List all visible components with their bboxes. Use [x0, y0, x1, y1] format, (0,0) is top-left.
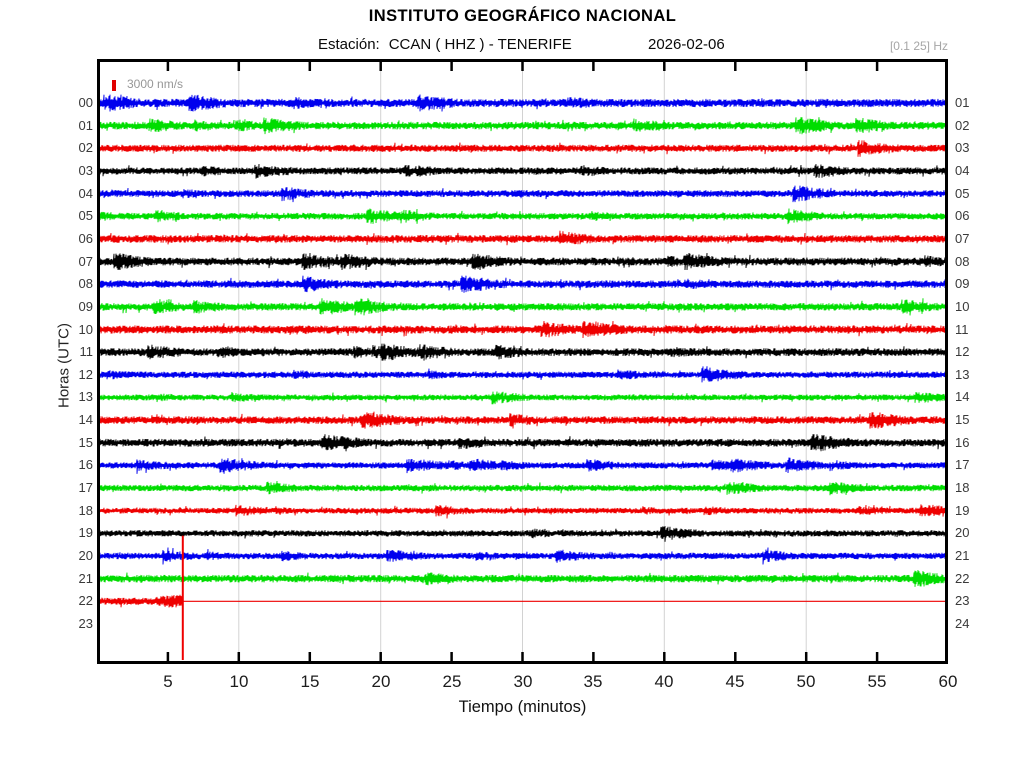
trace-hour-04	[97, 185, 948, 203]
hour-label-left-20: 20	[78, 548, 93, 563]
x-tick-label-25: 25	[442, 672, 462, 691]
hour-label-right-04: 04	[955, 163, 970, 178]
station-line: Estación: CCAN ( HHZ ) - TENERIFE	[318, 36, 572, 53]
trace-hour-10	[97, 320, 948, 339]
trace-hour-01	[97, 117, 948, 135]
hour-label-right-22: 22	[955, 571, 970, 586]
hour-label-right-14: 14	[955, 389, 970, 404]
scale-bar-label: 3000 nm/s	[127, 77, 184, 91]
plot-border	[97, 59, 948, 664]
hour-label-left-13: 13	[78, 389, 93, 404]
filter-band-label: [0.1 25] Hz	[889, 39, 948, 53]
hour-label-left-00: 00	[78, 95, 93, 110]
trace-hour-14	[97, 411, 948, 429]
x-tick-label-60: 60	[938, 672, 958, 691]
x-tick-label-20: 20	[371, 672, 391, 691]
hour-label-right-09: 09	[955, 276, 970, 291]
trace-hour-12	[97, 366, 948, 383]
scale-bar-icon	[112, 80, 116, 91]
station-label: Estación:	[318, 36, 380, 53]
trace-hour-03	[97, 163, 948, 179]
hour-label-right-11: 11	[955, 322, 969, 337]
hour-label-right-12: 12	[955, 344, 970, 359]
trace-hour-15	[97, 434, 948, 452]
hour-label-right-21: 21	[955, 548, 970, 563]
trace-hour-09	[97, 298, 948, 316]
hour-label-left-03: 03	[78, 163, 93, 178]
hour-label-right-23: 23	[955, 593, 970, 608]
hour-label-left-23: 23	[78, 616, 93, 631]
page-title: INSTITUTO GEOGRÁFICO NACIONAL	[368, 7, 677, 25]
hour-label-right-15: 15	[955, 412, 970, 427]
x-tick-label-50: 50	[796, 672, 816, 691]
hour-label-left-07: 07	[78, 254, 93, 269]
hour-label-left-08: 08	[78, 276, 93, 291]
hour-label-left-01: 01	[78, 118, 93, 133]
x-tick-label-5: 5	[163, 672, 173, 691]
hour-label-left-15: 15	[78, 435, 93, 450]
trace-hour-11	[97, 343, 948, 361]
hour-label-right-17: 17	[955, 457, 970, 472]
hour-label-left-04: 04	[78, 186, 93, 201]
hour-label-left-02: 02	[78, 140, 93, 155]
hour-label-left-06: 06	[78, 231, 93, 246]
trace-hour-00	[97, 94, 948, 112]
hour-label-left-05: 05	[78, 208, 93, 223]
x-tick-label-10: 10	[229, 672, 249, 691]
hour-label-right-16: 16	[955, 435, 970, 450]
trace-hour-22	[97, 594, 183, 608]
trace-hour-19	[97, 525, 948, 542]
hour-label-right-08: 08	[955, 254, 970, 269]
x-tick-label-35: 35	[583, 672, 603, 691]
x-tick-label-55: 55	[867, 672, 887, 691]
hour-label-left-16: 16	[78, 457, 93, 472]
helicorder-plot	[97, 59, 948, 664]
hour-label-right-03: 03	[955, 140, 970, 155]
x-tick-label-45: 45	[725, 672, 745, 691]
hour-label-right-05: 05	[955, 186, 970, 201]
date-label: 2026-02-06	[648, 36, 725, 53]
trace-hour-05	[97, 208, 948, 225]
hour-label-left-19: 19	[78, 525, 93, 540]
trace-hour-17	[97, 480, 948, 496]
trace-hour-06	[97, 230, 948, 246]
hour-label-right-07: 07	[955, 231, 970, 246]
hour-label-right-19: 19	[955, 503, 970, 518]
hour-label-left-12: 12	[78, 367, 93, 382]
x-tick-label-15: 15	[300, 672, 320, 691]
hour-label-left-10: 10	[78, 322, 93, 337]
trace-hour-02	[97, 140, 948, 157]
hour-label-right-10: 10	[955, 299, 970, 314]
hour-label-right-06: 06	[955, 208, 970, 223]
hour-label-right-24: 24	[955, 616, 970, 631]
hour-label-left-09: 09	[78, 299, 93, 314]
trace-hour-18	[97, 504, 948, 519]
hour-label-left-22: 22	[78, 593, 93, 608]
trace-hour-13	[97, 391, 948, 405]
x-axis-title: Tiempo (minutos)	[458, 698, 587, 716]
hour-label-right-18: 18	[955, 480, 970, 495]
hour-label-left-17: 17	[78, 480, 93, 495]
hour-label-right-02: 02	[955, 118, 970, 133]
trace-hour-07	[97, 252, 948, 271]
x-tick-label-40: 40	[654, 672, 674, 691]
hour-label-right-13: 13	[955, 367, 970, 382]
trace-hour-21	[97, 570, 948, 587]
trace-hour-08	[97, 275, 948, 293]
hour-label-right-01: 01	[955, 95, 970, 110]
hour-label-left-14: 14	[78, 412, 93, 427]
hour-label-left-11: 11	[79, 344, 94, 359]
x-tick-label-30: 30	[513, 672, 533, 691]
hour-label-left-21: 21	[78, 571, 93, 586]
hour-label-left-18: 18	[78, 503, 93, 518]
hour-label-right-20: 20	[955, 525, 970, 540]
trace-hour-20	[97, 547, 948, 565]
station-value: CCAN ( HHZ ) - TENERIFE	[388, 36, 572, 53]
trace-hour-16	[97, 457, 948, 474]
